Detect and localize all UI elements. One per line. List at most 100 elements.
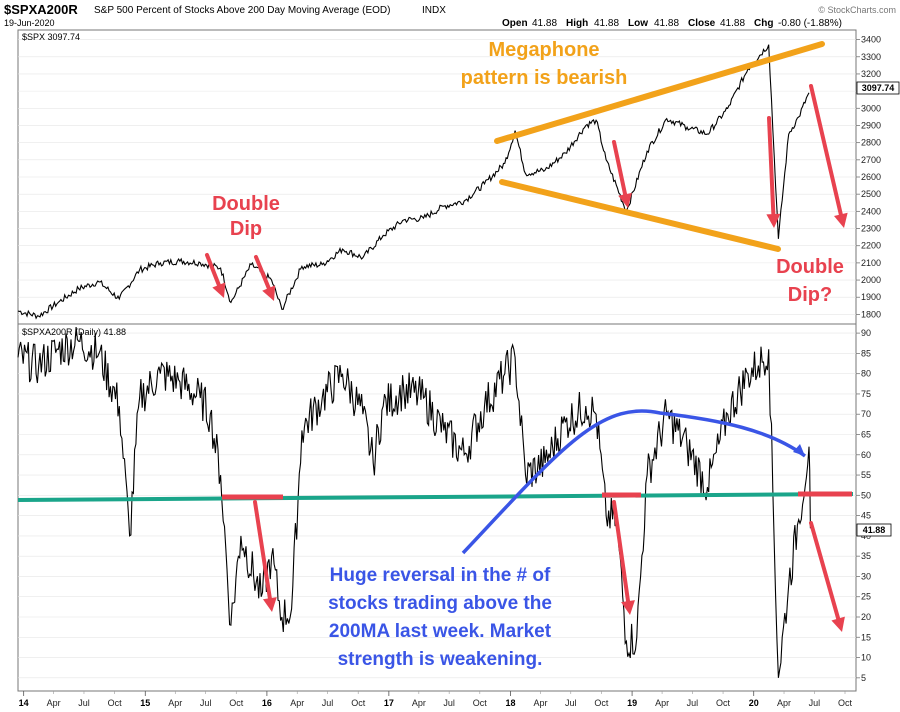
breadth-last-tag-box	[856, 523, 892, 537]
breadth-y-tick-label: 30	[861, 571, 871, 581]
price-y-tick-label: 2200	[861, 241, 881, 251]
price-y-tick-label: 1800	[861, 309, 881, 319]
breadth-y-tick-label: 20	[861, 612, 871, 622]
x-month-label: Apr	[655, 698, 669, 708]
red-arrow-shaft	[254, 255, 271, 291]
price-y-tick-label: 3200	[861, 69, 881, 79]
x-month-label: Jul	[200, 698, 212, 708]
breadth-y-tick-label: 75	[861, 389, 871, 399]
price-y-tick-label: 2100	[861, 258, 881, 268]
breadth-y-tick-label: 70	[861, 409, 871, 419]
header-exchange: INDX	[422, 5, 446, 16]
x-year-label: 16	[262, 698, 272, 708]
price-y-tick-label: 1900	[861, 292, 881, 302]
x-year-label: 17	[384, 698, 394, 708]
price-y-tick-label: 3300	[861, 52, 881, 62]
x-month-label: Apr	[47, 698, 61, 708]
price-y-tick-label: 2000	[861, 275, 881, 285]
red-arrow-head	[834, 212, 848, 228]
chg-label: Chg	[754, 18, 773, 29]
breadth-y-tick-label: 60	[861, 450, 871, 460]
x-month-label: Jul	[565, 698, 577, 708]
x-month-label: Jul	[809, 698, 821, 708]
brand-watermark: © StockCharts.com	[818, 5, 896, 15]
red-arrow-head	[621, 600, 635, 615]
breadth-y-tick-label: 55	[861, 470, 871, 480]
ohlc-readout: Open 41.88 High 41.88 Low 41.88 Close 41…	[502, 18, 842, 29]
x-year-label: 15	[140, 698, 150, 708]
annotation-lines	[17, 41, 854, 555]
open-label: Open	[502, 18, 528, 29]
x-month-label: Oct	[351, 698, 366, 708]
price-y-tick-label: 3400	[861, 35, 881, 45]
fifty-percent-line	[17, 492, 854, 502]
red-arrow-shaft	[809, 84, 843, 217]
double-dip-label-line1: Double	[212, 193, 280, 215]
x-year-label: 19	[627, 698, 637, 708]
price-y-tick-label: 2300	[861, 224, 881, 234]
red-arrow-head	[212, 282, 226, 298]
x-month-label: Apr	[777, 698, 791, 708]
x-year-label: 20	[749, 698, 759, 708]
red-arrow-shaft	[767, 116, 776, 217]
price-last-tag-box	[856, 81, 900, 95]
x-axis: 14 Apr Jul Oct 15 Apr Jul Oct 16 Apr Jul Oct 17 Apr Ju…	[19, 691, 852, 708]
price-y-tick-label: 2600	[861, 172, 881, 182]
x-month-label: Jul	[78, 698, 90, 708]
close-label: Close	[688, 18, 716, 29]
red-arrow-head	[766, 213, 781, 228]
megaphone-label-line2: pattern is bearish	[461, 67, 628, 89]
high-label: High	[566, 18, 588, 29]
red-arrow-head	[618, 192, 632, 208]
breadth-panel	[17, 323, 857, 692]
x-year-label: 18	[505, 698, 515, 708]
price-panel-legend: $SPX 3097.74	[22, 32, 80, 42]
annotation-text: Double Dip Megaphone pattern is bearish …	[212, 39, 844, 670]
header-date: 19-Jun-2020	[4, 18, 55, 28]
low-value: 41.88	[654, 18, 679, 29]
breadth-y-tick-label: 25	[861, 592, 871, 602]
breadth-y-tick-label: 80	[861, 369, 871, 379]
reversal-label-line3: 200MA last week. Market	[329, 621, 552, 642]
price-y-tick-label: 2900	[861, 120, 881, 130]
red-arrow-shaft	[253, 500, 272, 601]
red-arrow-head	[831, 616, 845, 632]
megaphone-upper-line	[494, 41, 825, 144]
red-arrow-shaft	[612, 500, 631, 604]
breadth-panel-gridlines	[18, 332, 856, 679]
x-month-label: Apr	[412, 698, 426, 708]
breadth-y-tick-label: 85	[861, 348, 871, 358]
price-panel-y-axis: 1800 1900 2000 2100 2200 2300 2400 2500 2600 2700…	[856, 35, 881, 319]
red-arrow-head	[262, 597, 277, 612]
red-arrow-shaft	[809, 521, 841, 621]
price-y-tick-label: 2700	[861, 155, 881, 165]
breadth-last-tag: 41.88	[863, 525, 886, 535]
breadth-y-tick-label: 50	[861, 490, 871, 500]
chg-value: -0.80 (-1.88%)	[778, 18, 842, 29]
open-value: 41.88	[532, 18, 557, 29]
x-month-label: Jul	[687, 698, 699, 708]
breadth-y-tick-label: 35	[861, 551, 871, 561]
header-description: S&P 500 Percent of Stocks Above 200 Day …	[94, 5, 390, 16]
red-arrow-head	[262, 285, 276, 301]
megaphone-label-line1: Megaphone	[488, 39, 599, 61]
x-month-label: Oct	[108, 698, 123, 708]
price-y-tick-label: 2400	[861, 206, 881, 216]
reversal-label-line2: stocks trading above the	[328, 593, 552, 614]
x-month-label: Oct	[716, 698, 731, 708]
x-month-label: Apr	[168, 698, 182, 708]
red-arrow-shaft	[612, 140, 628, 197]
breadth-line	[17, 326, 811, 678]
megaphone-lower-line	[499, 179, 781, 252]
double-dip-label-line2: Dip	[230, 218, 262, 240]
breadth-y-tick-label: 90	[861, 328, 871, 338]
breadth-y-tick-label: 15	[861, 632, 871, 642]
breadth-panel-legend: $SPXA200R (Daily) 41.88	[22, 327, 126, 337]
reversal-label-line1: Huge reversal in the # of	[330, 565, 551, 586]
x-year-label: 14	[19, 698, 29, 708]
price-y-tick-label: 2800	[861, 138, 881, 148]
low-label: Low	[628, 18, 648, 29]
x-month-label: Oct	[473, 698, 488, 708]
x-month-label: Apr	[533, 698, 547, 708]
